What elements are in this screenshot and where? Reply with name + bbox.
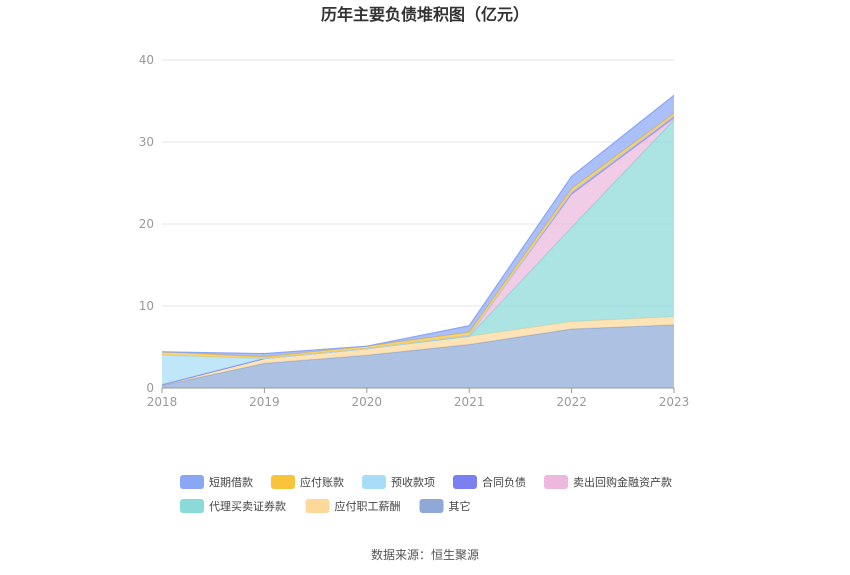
- legend-item[interactable]: 应付职工薪酬: [305, 499, 401, 513]
- legend-item[interactable]: 预收款项: [362, 475, 435, 489]
- legend-item[interactable]: 合同负债: [453, 475, 526, 489]
- legend-item[interactable]: 代理买卖证券款: [180, 499, 286, 513]
- y-tick-label: 20: [139, 217, 154, 231]
- x-tick-label: 2019: [249, 395, 280, 409]
- x-tick-label: 2022: [556, 395, 587, 409]
- legend-label: 卖出回购金融资产款: [573, 475, 672, 489]
- legend-label: 其它: [449, 499, 471, 513]
- legend-swatch: [362, 475, 386, 489]
- legend-label: 短期借款: [209, 475, 253, 489]
- legend-label: 代理买卖证券款: [209, 499, 286, 513]
- y-tick-label: 0: [146, 381, 154, 395]
- legend-item[interactable]: 卖出回购金融资产款: [544, 475, 672, 489]
- legend-item[interactable]: 应付账款: [271, 475, 344, 489]
- x-tick-label: 2021: [454, 395, 485, 409]
- area-series: [162, 316, 674, 386]
- legend-label: 应付账款: [300, 475, 344, 489]
- area-series-line: [161, 94, 675, 355]
- area-series: [162, 324, 674, 388]
- legend-item[interactable]: 其它: [419, 499, 471, 513]
- legend-label: 预收款项: [391, 475, 435, 489]
- x-tick-label: 2018: [147, 395, 178, 409]
- legend-swatch: [305, 499, 330, 513]
- area-series: [162, 119, 674, 385]
- y-tick-label: 40: [139, 53, 154, 67]
- legend-swatch: [180, 475, 204, 489]
- legend-label: 合同负债: [482, 475, 526, 489]
- x-tick-label: 2020: [352, 395, 383, 409]
- legend-swatch: [419, 499, 444, 513]
- area-series: [162, 115, 674, 385]
- legend-swatch: [271, 475, 295, 489]
- data-source: 数据来源：恒生聚源: [371, 547, 479, 562]
- legend-swatch: [180, 499, 204, 513]
- chart-title: 历年主要负债堆积图（亿元）: [321, 5, 529, 24]
- series-areas: [161, 94, 675, 388]
- legend-label: 应付职工薪酬: [335, 499, 401, 513]
- y-tick-label: 30: [139, 135, 154, 149]
- legend-item[interactable]: 短期借款: [180, 475, 253, 489]
- legend-swatch: [544, 475, 568, 489]
- axes: 0 10 20 30 40 2018 2019 2020 2021 2022 2023: [139, 53, 690, 409]
- x-tick-label: 2023: [659, 395, 690, 409]
- legend-swatch: [453, 475, 477, 489]
- y-tick-label: 10: [139, 299, 154, 313]
